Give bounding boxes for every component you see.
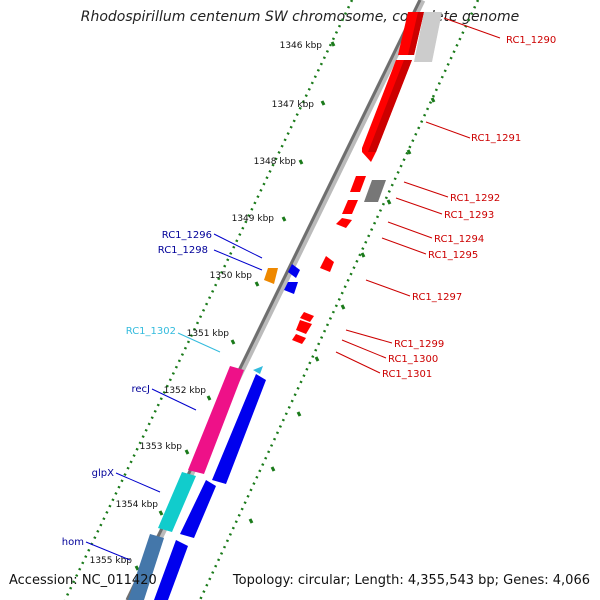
gene-label: glpX	[92, 468, 114, 479]
gene-label: RC1_1290	[506, 35, 556, 46]
topology-text: Topology: circular; Length: 4,355,543 bp…	[232, 573, 590, 588]
left-strand-genes	[128, 264, 300, 600]
kbp-label: 1352 kbp	[164, 386, 207, 396]
gene-rc1-1297	[320, 256, 334, 272]
gene-recj-blue	[212, 374, 266, 484]
gene-rc1-1293	[342, 200, 358, 214]
kbp-label: 1355 kbp	[90, 556, 133, 566]
gene-rc1-1300	[296, 320, 312, 334]
gene-rc1-1292-left	[350, 176, 366, 192]
gene-rc1-1299	[300, 312, 314, 322]
gene-glpx-blue	[180, 480, 216, 538]
gene-label: RC1_1296	[162, 230, 212, 241]
gene-rc1-1296-blue	[288, 264, 300, 278]
gene-label: RC1_1302	[126, 326, 176, 337]
accession-text: Accession: NC_011420	[9, 573, 157, 588]
gene-rc1-1301	[292, 334, 306, 344]
kbp-label: 1351 kbp	[187, 329, 230, 339]
kbp-label: 1353 kbp	[140, 442, 183, 452]
gene-rc1-1292	[364, 180, 386, 202]
gene-label: recJ	[132, 384, 151, 395]
gene-label: RC1_1292	[450, 193, 500, 204]
kbp-label: 1354 kbp	[116, 500, 159, 510]
left-gene-labels: RC1_1296 RC1_1298 RC1_1302 recJ glpX hom	[62, 230, 212, 548]
gene-label: RC1_1293	[444, 210, 494, 221]
kbp-label: 1350 kbp	[210, 271, 253, 281]
gene-label: RC1_1298	[158, 245, 208, 256]
kbp-labels: 1346 kbp 1347 kbp 1348 kbp 1349 kbp 1350…	[90, 41, 323, 566]
gene-label: RC1_1300	[388, 354, 438, 365]
kbp-label: 1348 kbp	[254, 157, 297, 167]
gene-hom	[128, 534, 164, 600]
kbp-ticks	[134, 41, 436, 571]
gene-rc1-1296	[264, 268, 278, 284]
gene-label: RC1_1291	[471, 133, 521, 144]
outer-tick-ring	[198, 0, 480, 600]
gene-rc1-1302	[253, 366, 263, 374]
gene-recj	[188, 366, 244, 474]
gene-rc1-1290-shade	[408, 12, 424, 55]
leader-lines	[85, 17, 501, 561]
gene-label: RC1_1301	[382, 369, 432, 380]
gene-label: RC1_1297	[412, 292, 462, 303]
gene-label: RC1_1299	[394, 339, 444, 350]
gene-rc1-1291-shade	[368, 60, 412, 152]
gene-glpx	[158, 472, 196, 532]
inner-tick-ring	[63, 0, 354, 600]
kbp-label: 1347 kbp	[272, 100, 315, 110]
gene-hom-blue	[154, 540, 188, 600]
kbp-label: 1349 kbp	[232, 214, 275, 224]
gene-rc1-1294	[336, 218, 352, 228]
gene-label: RC1_1295	[428, 250, 478, 261]
gene-rc1-1290-gray	[414, 12, 442, 62]
right-strand-genes	[292, 12, 442, 344]
right-gene-labels: RC1_1290 RC1_1291 RC1_1292 RC1_1293 RC1_…	[382, 35, 556, 380]
gene-rc1-1298	[284, 282, 298, 294]
gene-label: RC1_1294	[434, 234, 484, 245]
gene-label: hom	[62, 537, 84, 548]
kbp-label: 1346 kbp	[280, 41, 323, 51]
